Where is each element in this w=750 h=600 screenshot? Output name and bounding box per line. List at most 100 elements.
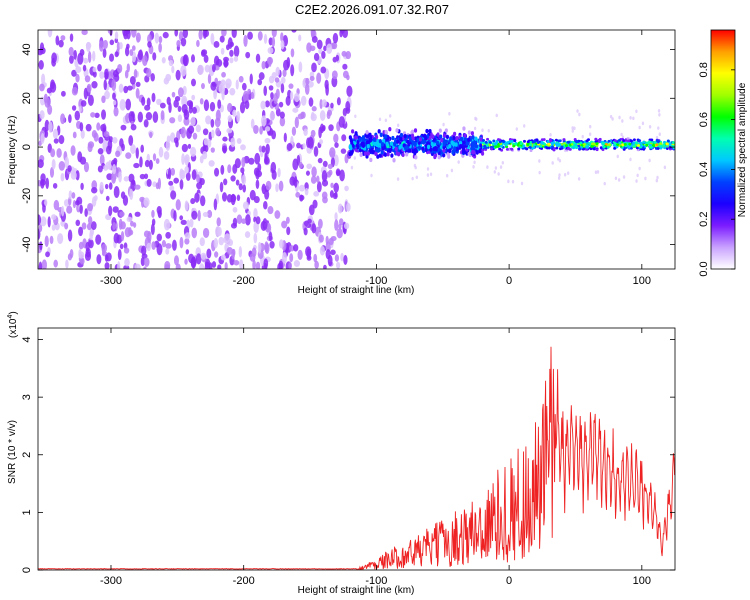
spectrogram-cell	[317, 218, 323, 229]
spectrogram-cell	[318, 234, 324, 243]
spectrogram-cell	[442, 148, 446, 153]
spectrogram-cell	[510, 147, 514, 151]
spectrogram-cell	[384, 118, 388, 123]
spectrogram-cell	[190, 116, 196, 126]
spectrogram-cell	[322, 125, 326, 131]
spectrogram-cell	[146, 97, 151, 107]
spectrogram-cell	[399, 132, 404, 138]
spectrogram-cell	[241, 174, 247, 186]
spectrogram-cell	[121, 143, 125, 152]
spectrogram-cell	[53, 199, 60, 211]
spectrogram-cell	[148, 159, 153, 170]
spectrogram-cell	[622, 175, 626, 179]
spectrogram-cell	[316, 39, 323, 50]
spectrogram-cell	[333, 154, 339, 167]
spectrogram-cell	[303, 227, 308, 236]
spectrogram-cell	[112, 164, 117, 175]
spectrogram-cell	[545, 146, 549, 150]
spectrogram-cell	[371, 150, 375, 155]
spectrogram-cell	[290, 91, 294, 100]
spectrogram-cell	[638, 166, 641, 171]
spectrogram-cell	[292, 107, 299, 113]
spectrogram-cell	[328, 237, 334, 246]
spectrogram-cell	[407, 148, 412, 153]
spectrogram-cell	[283, 59, 290, 71]
spectrogram-cell	[253, 124, 259, 134]
spectrogram-cell	[411, 176, 414, 181]
spectrogram-cell	[365, 134, 370, 139]
spectrogram-cell	[304, 83, 310, 95]
spectrogram-cell	[551, 161, 554, 165]
spectrogram-cell	[200, 252, 207, 260]
spectrogram-cell	[431, 134, 435, 139]
spectrogram-cell	[613, 139, 617, 142]
spectrogram-cell	[397, 155, 402, 161]
x-tick-label: -100	[365, 575, 387, 587]
spectrogram-cell	[131, 45, 136, 51]
spectrogram-cell	[230, 175, 236, 182]
spectrogram-cell	[311, 62, 317, 73]
spectrogram-cell	[151, 241, 156, 250]
spectrogram-cell	[492, 139, 496, 143]
spectrogram-cell	[577, 144, 581, 148]
spectrogram-cell	[261, 145, 266, 153]
spectrogram-cell	[295, 191, 301, 198]
spectrogram-cell	[182, 97, 187, 106]
spectrogram-cell	[529, 149, 533, 153]
spectrogram-cell	[250, 91, 255, 100]
spectrogram-cell	[238, 183, 243, 191]
spectrogram-cell	[299, 194, 304, 202]
spectrogram-cell	[221, 71, 226, 78]
spectrogram-cell	[71, 69, 77, 77]
spectrogram-cell	[536, 141, 540, 145]
spectrogram-cell	[236, 194, 241, 202]
spectrogram-cell	[101, 109, 107, 120]
spectrogram-cell	[433, 154, 437, 160]
spectrogram-cell	[240, 144, 246, 151]
spectrogram-cell	[207, 73, 212, 85]
spectrogram-cell	[107, 139, 113, 151]
spectrogram-cell	[396, 123, 400, 128]
spectrogram-cell	[120, 191, 126, 200]
spectrogram-cell	[290, 64, 295, 77]
spectrogram-cell	[448, 111, 451, 116]
spectrogram-cell	[271, 169, 277, 180]
spectrogram-cell	[319, 245, 325, 256]
spectrogram-cell	[168, 55, 174, 62]
spectrogram-cell	[255, 53, 261, 63]
spectrogram-cell	[309, 75, 315, 82]
spectrogram-cell	[550, 145, 554, 149]
spectrogram-cell	[339, 218, 344, 226]
spectrogram-cell	[368, 149, 373, 154]
spectrogram-cell	[184, 258, 188, 265]
spectrogram-cell	[144, 159, 150, 168]
spectrogram-cell	[382, 138, 386, 144]
spectrogram-cell	[325, 249, 331, 260]
spectrogram-cell	[655, 178, 659, 183]
spectrogram-cell	[155, 182, 160, 190]
spectrogram-cell	[135, 81, 141, 87]
spectrogram-cell	[437, 155, 441, 160]
spectrogram-cell	[361, 135, 366, 140]
spectrogram-cell	[568, 143, 572, 147]
chart-title: C2E2.2026.091.07.32.R07	[295, 2, 449, 17]
spectrogram-cell	[641, 121, 645, 126]
x-tick-label: -200	[233, 575, 255, 587]
spectrogram-cell	[424, 135, 428, 141]
spectrogram-cell	[397, 151, 401, 157]
spectrogram-cell	[291, 30, 297, 33]
spectrogram-cell	[163, 150, 170, 160]
spectrogram-cell	[217, 264, 222, 269]
spectrogram-cell	[317, 157, 323, 164]
spectrogram-cell	[177, 114, 183, 123]
spectrogram-cell	[209, 101, 216, 112]
spectrogram-cell	[658, 132, 661, 136]
spectrogram-cell	[80, 100, 87, 107]
spectrogram-cell	[179, 236, 184, 249]
spectrogram-cell	[389, 114, 392, 118]
spectrogram-cell	[103, 39, 109, 49]
spectrogram-cell	[576, 109, 579, 113]
spectrogram-cell	[410, 133, 415, 139]
spectrogram-cell	[66, 205, 73, 214]
spectrogram-cell	[131, 30, 137, 38]
